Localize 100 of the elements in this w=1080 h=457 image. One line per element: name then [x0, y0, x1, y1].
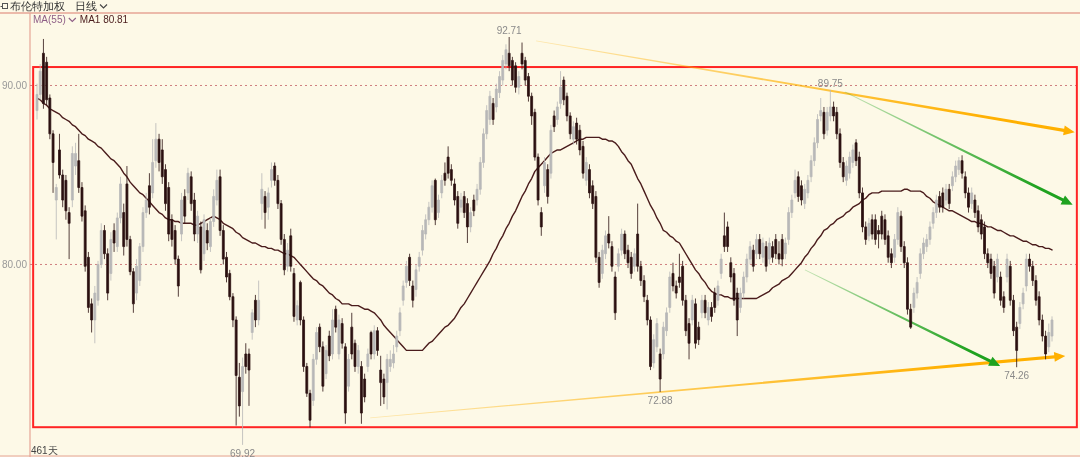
candlestick: [250, 308, 254, 341]
candlestick: [186, 167, 190, 201]
candlestick: [196, 210, 199, 244]
candlestick: [469, 206, 472, 233]
candlestick: [1005, 253, 1009, 283]
candlestick: [546, 163, 550, 205]
candlestick: [334, 305, 338, 333]
candlestick: [758, 233, 762, 260]
candlestick: [440, 174, 444, 199]
line-series: [36, 97, 1053, 352]
legend-title: MA(55): [33, 14, 66, 25]
candlestick: [286, 242, 289, 273]
candlestick: [437, 194, 440, 219]
candlestick: [517, 70, 521, 95]
candlestick: [385, 353, 389, 410]
candlestick: [337, 314, 341, 360]
candlestick: [723, 212, 726, 253]
candlestick: [873, 213, 877, 246]
annotation: 72.88: [647, 394, 674, 406]
candlestick: [1024, 253, 1028, 292]
candlestick: [703, 294, 707, 319]
candlestick: [716, 280, 720, 307]
candlestick: [372, 324, 376, 360]
candlestick: [199, 221, 203, 274]
candlestick: [360, 360, 363, 425]
candlestick: [202, 213, 206, 262]
candlestick: [658, 348, 662, 393]
candlestick: [751, 244, 755, 273]
candlestick: [112, 222, 116, 253]
candlestick: [257, 280, 260, 326]
candlestick: [633, 247, 636, 273]
candlestick: [572, 120, 575, 145]
candlestick: [584, 156, 588, 187]
candlestick: [514, 61, 517, 94]
candlestick: [180, 192, 183, 242]
candlestick: [241, 357, 244, 446]
candlestick: [109, 231, 113, 281]
candlestick: [379, 355, 383, 407]
annotation: 89.75: [817, 77, 844, 89]
text: MA1 80.81: [79, 14, 129, 25]
y-tick-label: 80.00: [1, 258, 28, 270]
candlestick: [491, 97, 495, 126]
candlestick: [376, 326, 379, 357]
annotation: 74.26: [1004, 370, 1030, 382]
candlestick: [148, 172, 151, 215]
candlestick: [205, 222, 209, 251]
candlestick: [719, 253, 723, 280]
candlestick: [543, 156, 546, 194]
candlestick: [263, 190, 267, 230]
candlestick: [70, 145, 74, 208]
candlestick: [54, 183, 58, 240]
candlestick: [327, 330, 331, 362]
candlestick: [764, 240, 768, 273]
candlestick: [295, 299, 299, 326]
chart-title: 布伦特加权: [10, 0, 65, 12]
candlestick: [366, 348, 370, 373]
candlestick: [433, 178, 437, 226]
candlestick: [270, 162, 273, 188]
candlestick: [690, 294, 694, 326]
candlestick: [780, 233, 784, 267]
y-tick-label: 90.00: [1, 79, 28, 91]
candlestick: [867, 217, 871, 242]
candlestick: [761, 237, 765, 264]
annotation: 92.71: [496, 24, 523, 36]
candlestick: [796, 171, 800, 203]
candlestick: [472, 194, 476, 217]
candlestick: [459, 192, 463, 213]
candlestick: [767, 237, 771, 265]
candlestick: [254, 294, 257, 328]
candlestick: [996, 253, 999, 283]
candlestick: [549, 124, 553, 179]
annotation: 461天: [31, 445, 58, 456]
candlestick: [947, 183, 951, 210]
candlestick: [793, 169, 797, 199]
candlestick: [347, 353, 350, 392]
candlestick: [324, 344, 328, 380]
candlestick: [552, 110, 556, 133]
candlestick: [700, 294, 704, 319]
candlestick: [774, 233, 778, 260]
annotation: 69.92: [230, 447, 256, 457]
candlestick: [369, 330, 373, 360]
candlestick: [266, 187, 270, 221]
chart-subtitle: 日线: [75, 0, 97, 12]
candlestick: [755, 233, 758, 260]
candlestick: [356, 344, 360, 375]
candlestick: [183, 188, 187, 224]
candlestick: [260, 172, 264, 221]
candlestick: [289, 228, 293, 273]
candlestick: [941, 187, 945, 213]
candlestick: [331, 308, 334, 360]
candlestick: [613, 271, 617, 321]
candlestick: [938, 190, 941, 213]
candlestick: [970, 187, 974, 210]
candlestick: [944, 183, 948, 206]
candlestick: [822, 106, 826, 140]
candlestick: [706, 301, 710, 326]
candlestick: [292, 267, 296, 323]
candlestick: [42, 38, 45, 110]
candlestick: [539, 206, 543, 237]
candlestick: [694, 298, 697, 350]
